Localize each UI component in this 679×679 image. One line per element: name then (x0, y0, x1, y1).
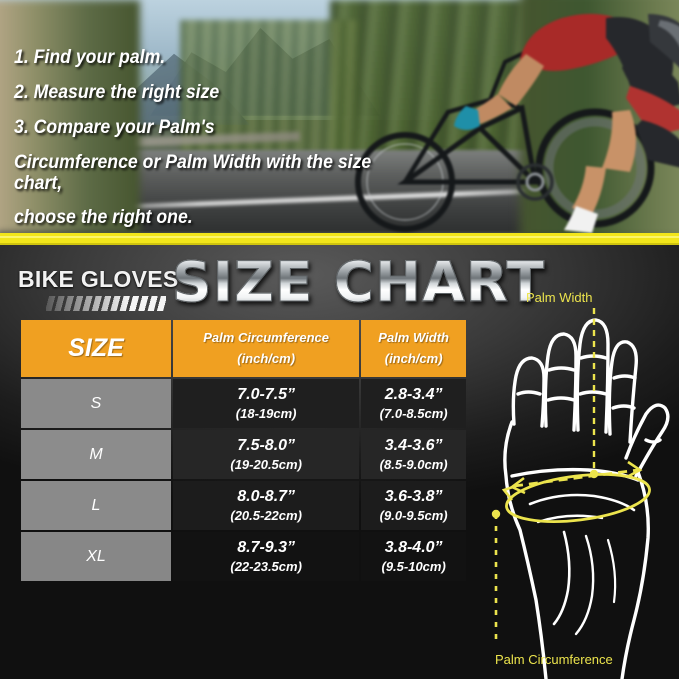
cell-size: XL (21, 532, 171, 581)
header-size: SIZE (21, 320, 171, 377)
palm-circumference-label: Palm Circumference (495, 652, 613, 667)
arrow-head-right (626, 460, 643, 479)
circ-cm: (18-19cm) (235, 406, 297, 422)
header-width-line1: Palm Width (378, 330, 449, 346)
width-cm: (8.5-9.0cm) (379, 457, 448, 473)
table-row: XL 8.7-9.3” (22-23.5cm) 3.8-4.0” (9.5-10… (21, 532, 466, 581)
hero-photo: 1. Find your palm. 2. Measure the right … (0, 0, 679, 233)
hand-outline-svg (491, 308, 670, 679)
cell-width: 3.6-3.8” (9.0-9.5cm) (361, 481, 466, 530)
cell-width: 3.4-3.6” (8.5-9.0cm) (361, 430, 466, 479)
header-palm-circumference: Palm Circumference (inch/cm) (173, 320, 360, 377)
size-table: SIZE Palm Circumference (inch/cm) Palm W… (19, 318, 468, 583)
stripe-decoration (46, 296, 166, 311)
chart-panel: BIKE GLOVES SIZE CHART SIZE Palm Circumf… (0, 245, 679, 679)
circ-inch: 8.7-9.3” (237, 539, 296, 557)
cell-size: S (21, 379, 171, 428)
title-prefix: BIKE GLOVES (18, 266, 179, 292)
palm-width-label: Palm Width (526, 290, 593, 305)
circ-inch: 7.0-7.5” (237, 386, 296, 404)
header-circ-line2: (inch/cm) (237, 350, 296, 366)
yellow-divider (0, 233, 679, 245)
bicycle (355, 44, 655, 232)
divider-shadow (0, 243, 679, 245)
instruction-line-4: Circumference or Palm Width with the siz… (14, 151, 372, 194)
width-cm: (9.0-9.5cm) (379, 508, 448, 524)
hand-outline (503, 318, 670, 679)
instruction-line-3: 3. Compare your Palm's (14, 116, 215, 138)
cyclist-body (454, 13, 679, 233)
cell-circumference: 8.7-9.3” (22-23.5cm) (173, 532, 360, 581)
header-circ-line1: Palm Circumference (203, 330, 329, 346)
header-palm-width: Palm Width (inch/cm) (361, 320, 466, 377)
width-inch: 3.4-3.6” (384, 437, 443, 455)
circumference-arrow-head (501, 484, 517, 501)
circ-cm: (19-20.5cm) (230, 457, 302, 473)
table-row: S 7.0-7.5” (18-19cm) 2.8-3.4” (7.0-8.5cm… (21, 379, 466, 428)
circ-inch: 8.0-8.7” (237, 488, 296, 506)
palm-width-arrow-line (513, 468, 639, 488)
circ-cm: (20.5-22cm) (230, 508, 302, 524)
instruction-line-5: choose the right one. (14, 207, 193, 229)
header-width-line2: (inch/cm) (384, 350, 443, 366)
cell-circumference: 7.5-8.0” (19-20.5cm) (173, 430, 360, 479)
circumference-anchor-dot (491, 509, 501, 519)
table-row: L 8.0-8.7” (20.5-22cm) 3.6-3.8” (9.0-9.5… (21, 481, 466, 530)
table-row: M 7.5-8.0” (19-20.5cm) 3.4-3.6” (8.5-9.0… (21, 430, 466, 479)
cell-size: M (21, 430, 171, 479)
tree-band-left (180, 20, 360, 170)
width-inch: 2.8-3.4” (384, 386, 443, 404)
table-header-row: SIZE Palm Circumference (inch/cm) Palm W… (21, 320, 466, 377)
circ-inch: 7.5-8.0” (237, 437, 296, 455)
instructions-block: 1. Find your palm. 2. Measure the right … (14, 47, 454, 229)
instruction-line-1: 1. Find your palm. (14, 47, 166, 68)
width-cm: (9.5-10cm) (381, 559, 446, 575)
width-cm: (7.0-8.5cm) (379, 406, 448, 422)
circumference-loop (505, 473, 651, 523)
width-inch: 3.6-3.8” (384, 488, 443, 506)
trees-left-blur (0, 0, 140, 233)
circ-cm: (22-23.5cm) (230, 559, 302, 575)
cyclist-illustration (355, 13, 679, 233)
hand-measurement-diagram: Palm Width Palm Circumference (468, 290, 679, 679)
palm-circumference-measure (491, 473, 651, 642)
cell-size: L (21, 481, 171, 530)
title-block: BIKE GLOVES SIZE CHART (18, 250, 618, 320)
cell-width: 2.8-3.4” (7.0-8.5cm) (361, 379, 466, 428)
cell-circumference: 7.0-7.5” (18-19cm) (173, 379, 360, 428)
cell-width: 3.8-4.0” (9.5-10cm) (361, 532, 466, 581)
page-title: SIZE CHART (171, 250, 546, 315)
instruction-line-2: 2. Measure the right size (14, 81, 220, 103)
width-inch: 3.8-4.0” (384, 539, 443, 557)
cell-circumference: 8.0-8.7” (20.5-22cm) (173, 481, 360, 530)
divider-highlight (0, 236, 679, 238)
